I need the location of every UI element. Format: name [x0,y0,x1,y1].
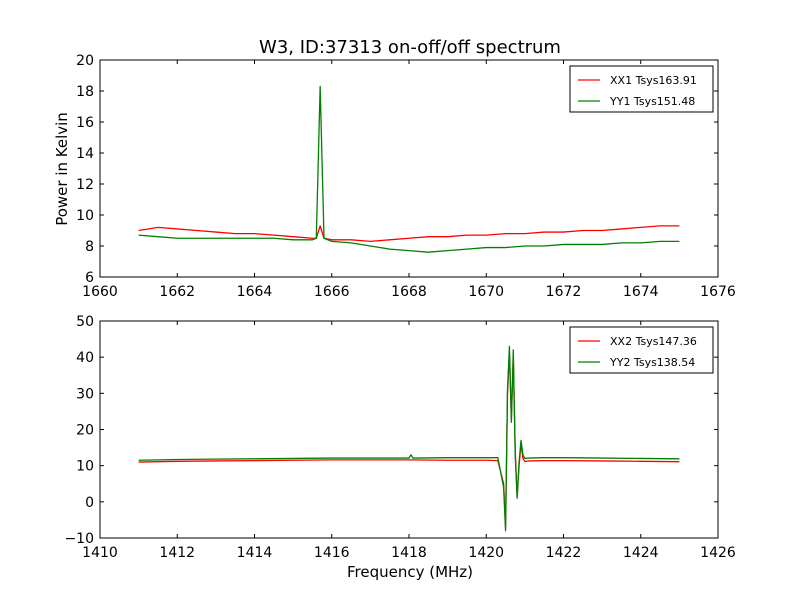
x-axis-label: Frequency (MHz) [347,563,473,581]
bottom-y-tick-label: 50 [76,314,94,330]
top-x-tick-label: 1674 [623,284,659,300]
bottom-x-tick-label: 1426 [700,545,736,561]
top-x-tick-label: 1670 [468,284,504,300]
bottom-legend-label: XX2 Tsys147.36 [610,335,697,348]
bottom-x-tick-label: 1412 [159,545,195,561]
bottom-y-tick-label: 40 [76,350,94,366]
bottom-y-tick-label: 0 [85,495,94,511]
top-y-tick-label: 8 [85,239,94,255]
top-y-tick-label: 16 [76,115,94,131]
bottom-x-tick-label: 1416 [314,545,350,561]
top-x-tick-label: 1664 [237,284,273,300]
bottom-series-line-2 [138,345,680,532]
top-y-tick-label: 12 [76,177,94,193]
bottom-y-tick-label: 20 [76,423,94,439]
bottom-series-line-1 [138,352,680,528]
top-x-tick-label: 1666 [314,284,350,300]
bottom-x-tick-label: 1418 [391,545,427,561]
top-x-tick-label: 1660 [82,284,118,300]
top-legend-label: XX1 Tsys163.91 [610,74,697,87]
chart-title: W3, ID:37313 on-off/off spectrum [259,37,561,58]
bottom-y-tick-label: 30 [76,386,94,402]
top-y-tick-label: 20 [76,53,94,69]
top-series-line-1 [138,225,680,243]
bottom-x-tick-label: 1414 [237,545,273,561]
top-legend-label: YY1 Tsys151.48 [609,95,695,108]
top-y-tick-label: 18 [76,84,94,100]
top-x-tick-label: 1672 [546,284,582,300]
bottom-y-tick-label: 10 [76,459,94,475]
top-x-tick-label: 1662 [159,284,195,300]
y-axis-label: Power in Kelvin [53,112,71,226]
bottom-x-tick-label: 1420 [468,545,504,561]
top-panel: 1660 1662 1664 1666 1668 1670 1672 1674 1676 6 8 10… [76,53,736,300]
top-x-tick-label: 1676 [700,284,736,300]
top-y-tick-label: 10 [76,208,94,224]
top-legend: XX1 Tsys163.91 YY1 Tsys151.48 [569,65,714,113]
top-y-tick-label: 14 [76,146,94,162]
bottom-y-tick-label: −10 [64,531,94,547]
bottom-legend: XX2 Tsys147.36 YY2 Tsys138.54 [569,326,714,374]
bottom-x-tick-label: 1422 [546,545,582,561]
bottom-x-tick-label: 1410 [82,545,118,561]
top-y-tick-label: 6 [85,270,94,286]
bottom-panel: 1410 1412 1414 1416 1418 1420 1422 1424 1426 −10 0… [64,314,735,561]
bottom-x-tick-label: 1424 [623,545,659,561]
top-series-line-2 [138,85,680,253]
top-x-tick-label: 1668 [391,284,427,300]
bottom-legend-label: YY2 Tsys138.54 [609,356,695,369]
